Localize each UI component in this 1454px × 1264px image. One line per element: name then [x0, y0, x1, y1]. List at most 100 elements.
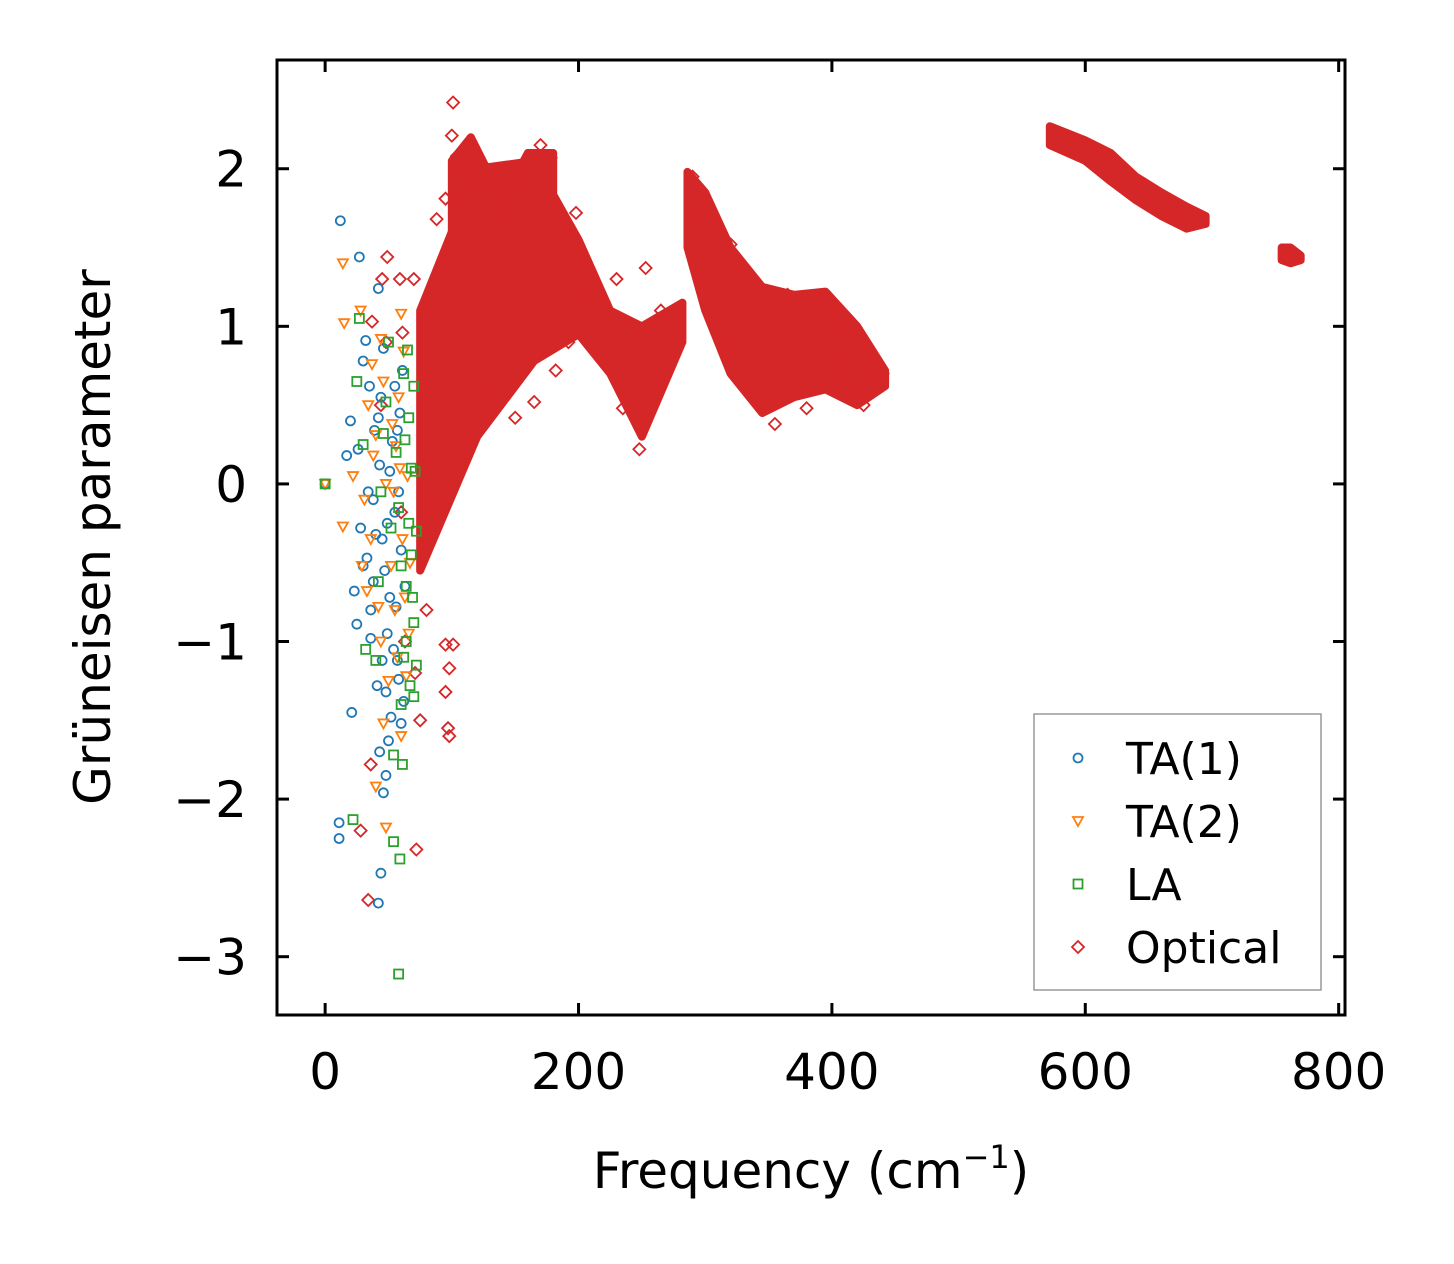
la-point-13 — [385, 522, 397, 534]
legend-label-ta-2: TA(2) — [1125, 797, 1242, 848]
ta-1-point-47 — [355, 522, 367, 534]
optical-point-57 — [609, 271, 624, 287]
ta-2-point-14 — [376, 718, 390, 731]
optical-point-53 — [507, 189, 523, 205]
ta-1-point-39 — [393, 673, 405, 685]
optical-point-17 — [409, 842, 424, 857]
optical-point-19 — [442, 728, 457, 744]
x-tick-label-800: 800 — [1291, 1043, 1386, 1101]
ta-2-point-3 — [337, 318, 351, 331]
optical-point-36 — [615, 401, 631, 416]
optical-point-12 — [395, 325, 410, 340]
y-tick-label-0: 0 — [215, 456, 247, 514]
ta-1-point-8 — [348, 585, 360, 597]
legend-marker-ta-1 — [1072, 752, 1084, 764]
x-tick-label-400: 400 — [784, 1043, 879, 1101]
optical-band-5 — [1277, 243, 1305, 268]
ta-2-point-6 — [336, 521, 350, 534]
ta-1-point-60 — [365, 632, 377, 644]
optical-point-20 — [438, 684, 453, 700]
optical-point-26 — [407, 665, 423, 681]
la-point-17 — [393, 968, 405, 980]
optical-point-7 — [392, 271, 408, 287]
ta-1-point-3 — [353, 251, 365, 263]
optical-point-50 — [463, 161, 479, 177]
ta-1-point-43 — [385, 711, 397, 723]
optical-point-24 — [412, 713, 428, 728]
ta-2-point-2 — [336, 258, 350, 271]
la-point-33 — [390, 447, 402, 458]
optical-point-4 — [438, 191, 453, 206]
la-point-22 — [403, 517, 415, 529]
optical-point-31 — [507, 410, 523, 426]
la-point-21 — [400, 580, 412, 592]
ta-2-point-10 — [365, 359, 379, 372]
optical-point-1 — [445, 95, 461, 110]
la-point-6 — [360, 643, 372, 655]
plot-frame — [275, 58, 1347, 1017]
legend-label-la: LA — [1126, 860, 1182, 911]
optical-band-3 — [683, 167, 890, 418]
x-tick-label-600: 600 — [1038, 1043, 1133, 1101]
ta-1-point-19 — [371, 680, 383, 692]
la-point-16 — [394, 853, 406, 865]
optical-point-46 — [799, 401, 814, 416]
ta-2-point-8 — [357, 494, 371, 507]
optical-band-2 — [447, 133, 558, 473]
y-tick-label--2: −2 — [173, 771, 247, 829]
la-point-5 — [357, 439, 369, 450]
optical-point-3 — [449, 148, 465, 164]
la-point-2 — [347, 814, 359, 825]
legend-label-optical: Optical — [1126, 923, 1281, 974]
ta-2-point-36 — [364, 534, 378, 546]
ta-1-point-41 — [398, 695, 410, 707]
la-point-19 — [395, 699, 407, 710]
ta-1-point-53 — [381, 628, 393, 640]
optical-point-42 — [780, 287, 795, 303]
ta-2-point-15 — [379, 822, 393, 835]
la-point-14 — [388, 749, 399, 761]
optical-point-9 — [406, 271, 422, 287]
ta-1-point-25 — [383, 735, 394, 747]
ta-2-point-22 — [394, 308, 408, 321]
la-point-35 — [395, 560, 407, 572]
ta-1-point-4 — [372, 283, 384, 294]
ta-1-point-14 — [364, 380, 375, 392]
optical-point-47 — [767, 416, 783, 432]
ta-2-point-21 — [392, 392, 406, 405]
ta-1-point-24 — [380, 770, 392, 781]
ta-1-point-2 — [334, 215, 346, 227]
optical-point-21 — [442, 661, 457, 676]
ta-1-point-21 — [375, 867, 387, 879]
optical-point-5 — [429, 211, 444, 227]
optical-point-11 — [378, 334, 394, 350]
ta-2-point-24 — [393, 463, 407, 476]
ta-1-point-17 — [367, 494, 379, 506]
ta-2-point-9 — [361, 400, 375, 412]
ta-2-point-35 — [366, 450, 380, 463]
optical-point-13 — [373, 397, 389, 413]
la-point-20 — [398, 651, 410, 663]
la-point-9 — [375, 486, 387, 498]
optical-point-59 — [723, 342, 738, 358]
ta-2-point-17 — [381, 676, 396, 688]
ta-1-point-40 — [395, 718, 407, 729]
ta-1-point-36 — [395, 544, 407, 556]
la-point-11 — [380, 396, 392, 408]
la-point-28 — [410, 659, 422, 671]
optical-point-35 — [583, 292, 599, 307]
optical-point-51 — [454, 169, 470, 184]
x-axis-label-superscript: −1 — [963, 1138, 1010, 1176]
x-axis-label: Frequency (cm−1) — [593, 1138, 1030, 1200]
ta-2-point-29 — [399, 671, 413, 684]
ta-1-point-33 — [389, 380, 401, 392]
ta-2-point-33 — [376, 376, 390, 389]
ta-1-point-23 — [378, 787, 389, 799]
axis-ticks: 0 200 400 600 800 −3 −2 −1 0 1 2 — [173, 60, 1386, 1101]
optical-point-14 — [363, 757, 379, 772]
y-tick-label-1: 1 — [215, 298, 247, 356]
ta-2-point-16 — [369, 781, 383, 794]
ta-1-point-29 — [384, 465, 396, 477]
ta-2-point-20 — [389, 441, 403, 453]
